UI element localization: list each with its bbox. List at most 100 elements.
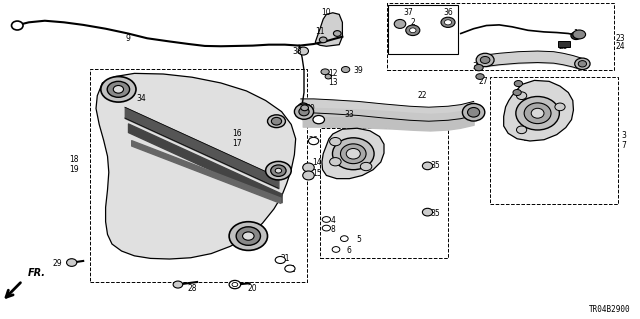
Text: 12: 12 [328, 69, 337, 78]
Text: 6: 6 [522, 134, 527, 143]
Ellipse shape [229, 280, 241, 289]
Text: 29: 29 [52, 259, 63, 268]
Text: 4: 4 [330, 216, 335, 225]
Text: 39: 39 [353, 66, 364, 75]
Ellipse shape [515, 81, 523, 86]
Ellipse shape [271, 165, 286, 176]
Ellipse shape [476, 74, 484, 79]
Text: 25: 25 [558, 42, 568, 51]
Ellipse shape [232, 283, 238, 287]
Ellipse shape [340, 236, 348, 241]
Text: 5: 5 [356, 235, 361, 244]
Text: 38: 38 [292, 47, 303, 56]
Ellipse shape [332, 247, 340, 252]
Ellipse shape [12, 21, 23, 30]
Text: TR04B2900: TR04B2900 [589, 305, 630, 314]
Ellipse shape [474, 64, 483, 71]
Ellipse shape [275, 168, 282, 173]
Ellipse shape [113, 85, 124, 93]
Text: 17: 17 [232, 139, 242, 148]
Ellipse shape [422, 208, 433, 216]
Ellipse shape [575, 58, 590, 70]
Text: 24: 24 [616, 42, 626, 51]
Polygon shape [316, 13, 342, 46]
Text: 8: 8 [330, 225, 335, 234]
Ellipse shape [322, 225, 331, 231]
Ellipse shape [333, 31, 341, 36]
Text: 10: 10 [321, 8, 332, 17]
Text: 31: 31 [286, 265, 296, 274]
Ellipse shape [299, 108, 309, 116]
Ellipse shape [346, 149, 360, 159]
Ellipse shape [303, 163, 314, 172]
Text: 20: 20 [248, 284, 258, 293]
Ellipse shape [579, 61, 586, 67]
Bar [387, 3, 614, 70]
Ellipse shape [340, 144, 366, 164]
Ellipse shape [321, 69, 330, 75]
Text: 15: 15 [312, 169, 322, 178]
Ellipse shape [229, 222, 268, 250]
Bar [558, 41, 570, 47]
Text: 22: 22 [418, 91, 427, 100]
Polygon shape [322, 128, 384, 179]
Text: 27: 27 [478, 77, 488, 86]
Text: FR.: FR. [28, 268, 45, 278]
Ellipse shape [476, 53, 494, 67]
Ellipse shape [333, 138, 374, 170]
Bar [490, 77, 618, 204]
Ellipse shape [303, 171, 314, 180]
Text: 7: 7 [621, 141, 627, 150]
Ellipse shape [330, 158, 341, 166]
Ellipse shape [298, 103, 308, 111]
Text: 19: 19 [68, 165, 79, 174]
Ellipse shape [468, 108, 480, 117]
Ellipse shape [516, 92, 527, 100]
Text: 36: 36 [443, 8, 453, 17]
Ellipse shape [285, 265, 295, 272]
Text: 28: 28 [188, 284, 196, 293]
Text: 35: 35 [430, 161, 440, 170]
Text: 33: 33 [344, 110, 354, 119]
Text: 16: 16 [232, 130, 242, 138]
Ellipse shape [571, 32, 581, 40]
Ellipse shape [108, 81, 129, 97]
Text: 30: 30 [305, 104, 316, 113]
Ellipse shape [308, 137, 319, 145]
Text: 5: 5 [529, 110, 534, 119]
Text: 35: 35 [430, 209, 440, 218]
Ellipse shape [266, 161, 291, 180]
Text: 3: 3 [621, 131, 627, 140]
Ellipse shape [322, 217, 331, 222]
Ellipse shape [445, 20, 452, 25]
Ellipse shape [173, 281, 183, 288]
Ellipse shape [410, 28, 416, 33]
Text: 26: 26 [308, 136, 319, 145]
Text: 6: 6 [346, 246, 351, 255]
Ellipse shape [531, 108, 544, 118]
Ellipse shape [271, 117, 282, 125]
Ellipse shape [67, 259, 77, 266]
Ellipse shape [325, 74, 332, 79]
Ellipse shape [394, 19, 406, 28]
Ellipse shape [441, 17, 455, 27]
Ellipse shape [313, 115, 324, 124]
Ellipse shape [513, 90, 521, 96]
Ellipse shape [422, 162, 433, 170]
Ellipse shape [101, 77, 136, 102]
Ellipse shape [516, 96, 559, 130]
Ellipse shape [516, 126, 527, 134]
Text: 34: 34 [136, 94, 146, 103]
Ellipse shape [243, 232, 254, 240]
Bar [388, 5, 458, 54]
Text: 11: 11 [316, 27, 324, 36]
Text: 18: 18 [69, 155, 78, 164]
Ellipse shape [463, 103, 485, 121]
Ellipse shape [573, 30, 586, 39]
Text: 13: 13 [328, 78, 338, 87]
Ellipse shape [342, 67, 350, 73]
Ellipse shape [301, 105, 308, 111]
Bar [320, 128, 448, 258]
Ellipse shape [555, 103, 565, 111]
Ellipse shape [236, 227, 260, 245]
